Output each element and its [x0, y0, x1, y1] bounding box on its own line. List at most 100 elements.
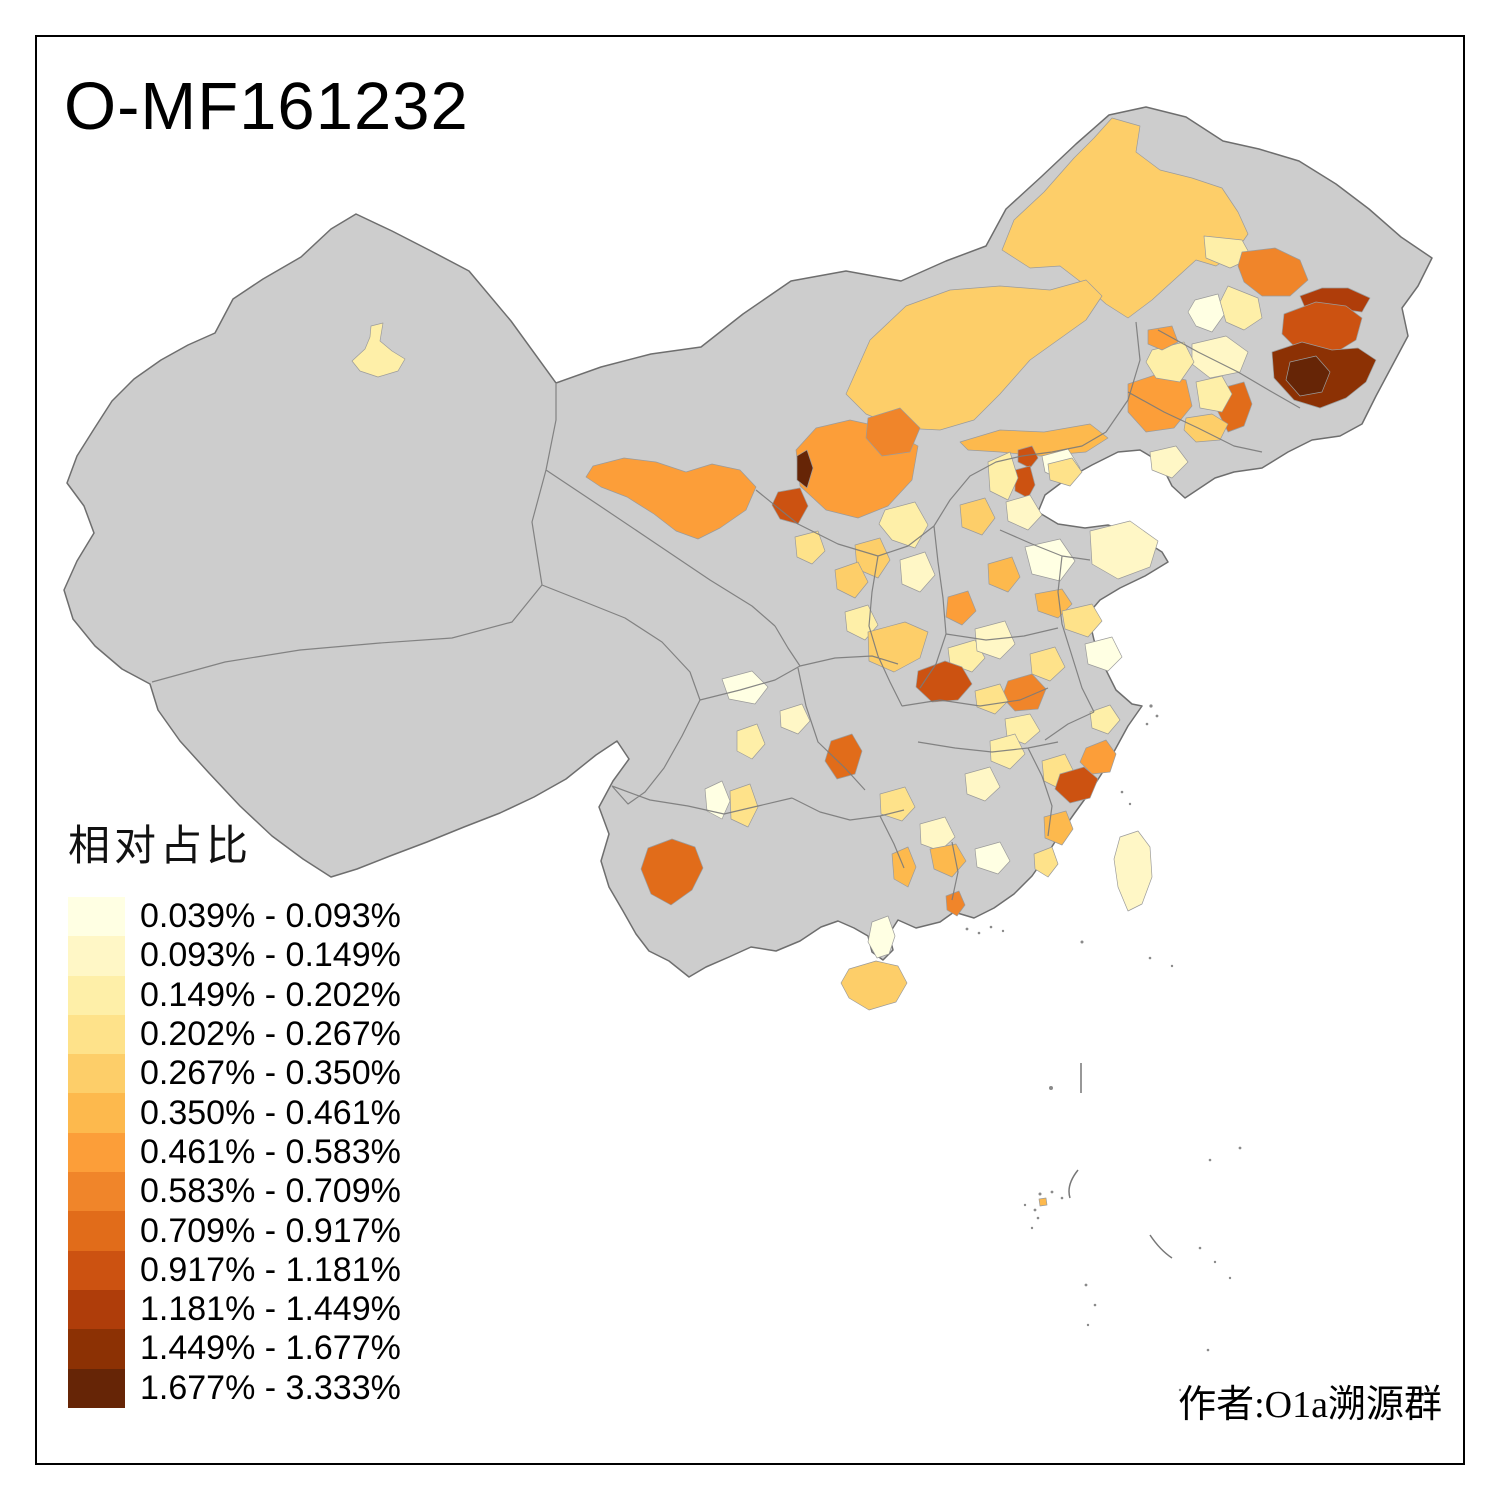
legend: 相对占比 0.039% - 0.093% 0.093% - 0.149% 0.149… [68, 812, 401, 1408]
map-region [1089, 520, 1159, 580]
map-region [729, 783, 759, 828]
legend-swatch [68, 1132, 125, 1173]
legend-label: 0.202% - 0.267% [140, 1015, 401, 1054]
legend-row: 1.181% - 1.449% [68, 1289, 401, 1330]
legend-label: 0.149% - 0.202% [140, 975, 401, 1014]
legend-swatch [68, 1250, 125, 1290]
province-borders [151, 321, 1301, 901]
map-region [1195, 375, 1233, 413]
legend-swatch [68, 1014, 125, 1055]
legend-row: 0.202% - 0.267% [68, 1014, 401, 1055]
legend-row: 1.677% - 3.333% [68, 1368, 401, 1408]
map-region [1054, 766, 1099, 804]
map-region [834, 561, 869, 599]
legend-swatch [68, 975, 125, 1015]
map-region [1237, 247, 1309, 297]
map-region [945, 890, 966, 917]
legend-row: 1.449% - 1.677% [68, 1329, 401, 1369]
map-region [1113, 830, 1153, 912]
map-region [640, 838, 704, 906]
legend-label: 0.267% - 0.350% [140, 1054, 401, 1093]
map-region [1183, 413, 1229, 443]
map-region [1089, 704, 1121, 735]
map-region [845, 279, 1103, 431]
map-region [721, 670, 769, 705]
map-region [1001, 117, 1249, 319]
map-region [865, 407, 921, 457]
legend-row: 0.461% - 0.583% [68, 1132, 401, 1173]
map-region [974, 683, 1009, 715]
legend-swatch [68, 1172, 125, 1212]
map-region [959, 497, 996, 536]
map-region [1079, 739, 1117, 775]
map-region [1084, 636, 1123, 672]
legend-label: 1.449% - 1.677% [140, 1329, 401, 1368]
map-region [796, 449, 814, 489]
legend-swatch [68, 1368, 125, 1408]
map-region [585, 457, 757, 540]
map-region [915, 660, 973, 703]
map-region [987, 451, 1019, 501]
map-region [351, 322, 406, 378]
map-region [1147, 325, 1179, 351]
legend-swatch [68, 1054, 125, 1094]
map-region [779, 703, 811, 735]
map-region [704, 780, 731, 820]
legend-swatch [68, 1329, 125, 1369]
map-region [1043, 810, 1074, 846]
map-region [945, 590, 977, 626]
legend-swatch [68, 1289, 125, 1330]
map-region [947, 639, 986, 673]
legend-label: 0.917% - 1.181% [140, 1250, 401, 1289]
map-region [1061, 603, 1103, 638]
legend-row: 0.917% - 1.181% [68, 1250, 401, 1290]
legend-row: 0.093% - 0.149% [68, 936, 401, 976]
map-region [1033, 846, 1059, 878]
legend-label: 0.350% - 0.461% [140, 1093, 401, 1132]
legend-row: 0.039% - 0.093% [68, 897, 401, 937]
map-region [1145, 341, 1195, 383]
legend-label: 0.093% - 0.149% [140, 936, 401, 975]
map-region [1017, 445, 1039, 469]
page-title: O-MF161232 [64, 69, 469, 144]
legend-rows: 0.039% - 0.093% 0.093% - 0.149% 0.149% - 0… [68, 897, 401, 1408]
legend-row: 0.350% - 0.461% [68, 1093, 401, 1133]
map-region [1047, 457, 1083, 487]
map-region [1005, 494, 1043, 531]
legend-label: 0.583% - 0.709% [140, 1172, 401, 1211]
legend-swatch [68, 897, 125, 937]
map-region [867, 915, 896, 959]
south-china-sea-lines [1068, 1063, 1173, 1259]
legend-row: 0.149% - 0.202% [68, 975, 401, 1015]
map-region [878, 501, 929, 549]
plot-frame [35, 35, 1465, 1465]
attribution-text: 作者:O1a溯源群 [1178, 1384, 1442, 1426]
legend-row: 0.583% - 0.709% [68, 1172, 401, 1212]
map-region [974, 620, 1016, 660]
map-region [1038, 1197, 1048, 1207]
map-region [824, 733, 863, 780]
legend-swatch [68, 1093, 125, 1133]
map-region [1029, 646, 1066, 682]
legend-label: 1.181% - 1.449% [140, 1290, 401, 1329]
map-region [974, 841, 1011, 875]
legend-swatch [68, 936, 125, 976]
map-region [1149, 445, 1189, 479]
map-region [736, 723, 766, 760]
legend-swatch [68, 1211, 125, 1251]
legend-label: 1.677% - 3.333% [140, 1368, 401, 1407]
legend-label: 0.039% - 0.093% [140, 897, 401, 936]
legend-label: 0.709% - 0.917% [140, 1211, 401, 1250]
map-region [879, 786, 916, 822]
legend-title: 相对占比 [68, 824, 253, 870]
prefecture-regions [351, 117, 1377, 1207]
legend-row: 0.267% - 0.350% [68, 1054, 401, 1094]
map-region [989, 733, 1026, 770]
map-region [899, 551, 936, 593]
map-region [840, 960, 908, 1011]
map-region [964, 766, 1001, 802]
map-region [1285, 355, 1331, 397]
map-region [1014, 465, 1036, 499]
